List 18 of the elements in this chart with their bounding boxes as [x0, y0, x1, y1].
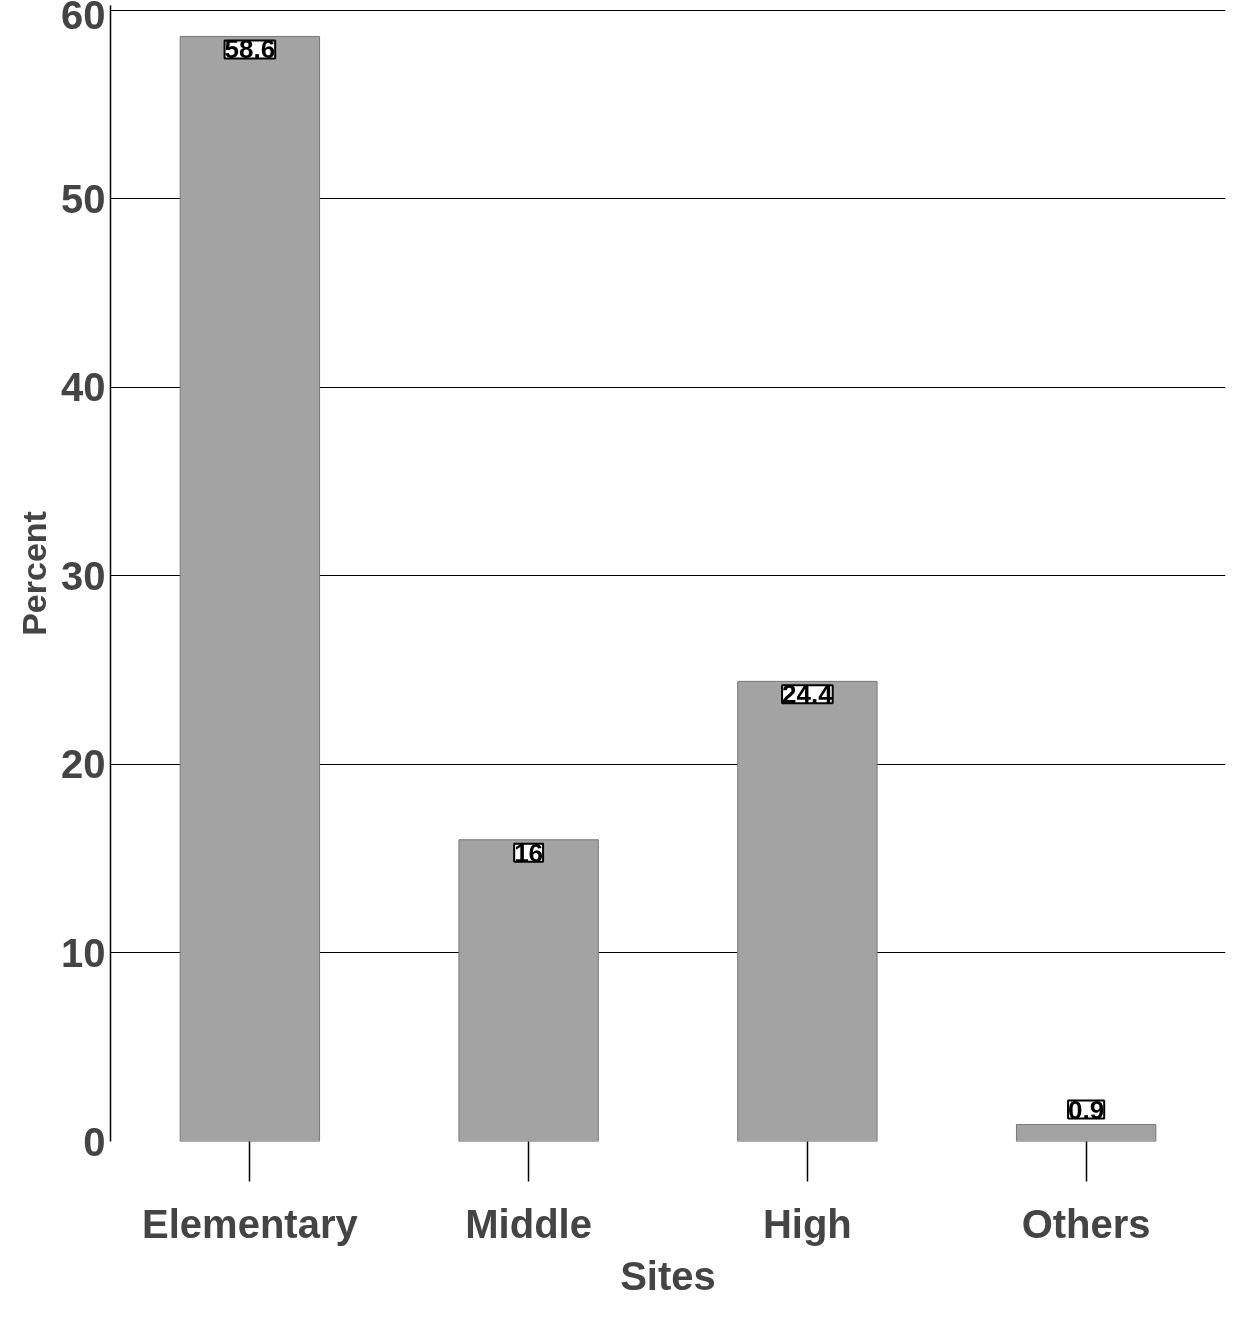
y-tick-label: 30 [61, 553, 106, 598]
x-tick-label: High [762, 1201, 852, 1246]
bar [1015, 1124, 1157, 1142]
data-label: 24.4 [782, 679, 834, 710]
x-tick-label: Others [1021, 1201, 1151, 1246]
y-tick-label: 40 [61, 365, 106, 410]
y-tick-label: 10 [61, 930, 106, 975]
x-axis-title: Sites [620, 1253, 716, 1298]
bar [179, 35, 321, 1142]
y-axis-title: Percent [15, 511, 54, 636]
y-tick-label: 60 [61, 0, 106, 37]
y-tick-label: 0 [83, 1119, 106, 1164]
x-tick-label: Elementary [142, 1201, 359, 1246]
y-tick-label: 50 [61, 176, 106, 221]
y-tick-label: 20 [61, 742, 106, 787]
bar [737, 680, 878, 1142]
bar [458, 839, 599, 1142]
x-tick-label: Middle [465, 1201, 592, 1246]
